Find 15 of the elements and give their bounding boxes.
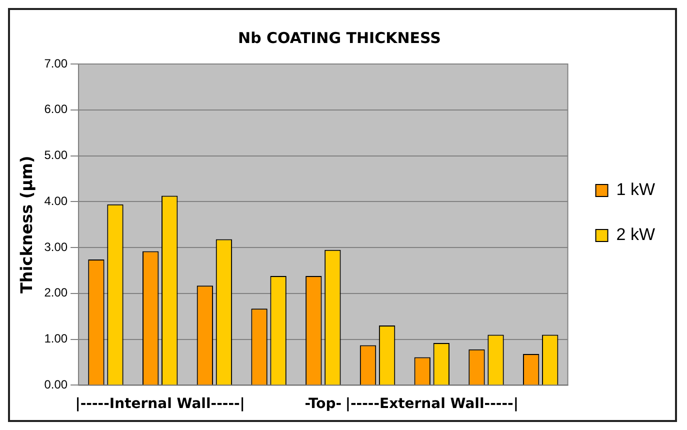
legend-label: 2 kW <box>616 225 656 244</box>
x-tick-label: -Top- <box>304 396 342 412</box>
x-tick-label: |-----Internal Wall-----| <box>75 396 245 412</box>
y-tick-label: 0.00 <box>44 378 68 392</box>
chart-title: Nb COATING THICKNESS <box>238 28 441 47</box>
y-tick-label: 7.00 <box>44 56 68 70</box>
y-tick-label: 6.00 <box>44 102 68 116</box>
y-tick-label: 4.00 <box>44 194 68 208</box>
y-axis-title: Thickness (µm) <box>16 156 36 294</box>
y-tick-label: 5.00 <box>44 148 68 162</box>
x-tick-label: |-----External Wall-----| <box>345 396 518 412</box>
y-tick-label: 3.00 <box>44 240 68 254</box>
y-tick-label: 2.00 <box>44 286 68 300</box>
legend-label: 1 kW <box>616 180 656 200</box>
y-tick-label: 1.00 <box>44 332 68 346</box>
